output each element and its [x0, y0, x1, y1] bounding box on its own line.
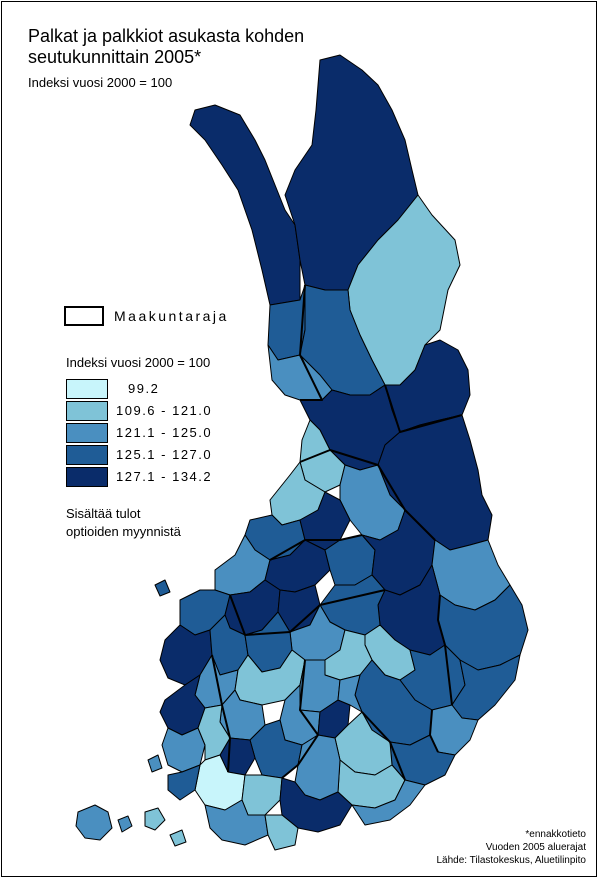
legend-label: 109.6 - 121.0: [116, 403, 213, 418]
region-coastal-isle-2: [154, 579, 171, 597]
region-raahe: [299, 419, 346, 493]
legend-swatch: [66, 423, 108, 443]
legend-swatch: [66, 467, 108, 487]
legend-swatch: [66, 379, 108, 399]
region-vakka-suomi: [167, 764, 201, 801]
region-enontekio: [189, 104, 301, 306]
note-line-1: Sisältää tulot: [66, 506, 141, 521]
region-aland: [75, 804, 113, 841]
options-note: Sisältää tulot optioiden myynnistä: [66, 505, 181, 541]
note-line-2: optioiden myynnistä: [66, 524, 181, 539]
footer-source: Lähde: Tilastokeskus, Aluetilinpito: [436, 855, 586, 866]
source-footer: *ennakkotieto Vuoden 2005 aluerajat Lähd…: [436, 828, 586, 867]
legend-label: 99.2: [128, 381, 160, 396]
legend-label: 121.1 - 125.0: [116, 425, 213, 440]
region-kotka: [351, 779, 426, 826]
title-line-1: Palkat ja palkkiot asukasta kohden: [28, 26, 305, 46]
legend-label: 127.1 - 134.2: [116, 469, 213, 484]
region-turku-archipelago: [144, 807, 166, 831]
legend-swatch: [66, 401, 108, 421]
region-archipelago-isle: [169, 829, 187, 847]
map-title: Palkat ja palkkiot asukasta kohden seutu…: [28, 26, 304, 68]
legend-title: Indeksi vuosi 2000 = 100: [66, 355, 211, 370]
region-aland-isle: [117, 815, 133, 833]
map-subtitle: Indeksi vuosi 2000 = 100: [28, 75, 173, 90]
province-boundaries: [211, 284, 463, 781]
legend-label: 125.1 - 127.0: [116, 447, 213, 462]
footer-preliminary: *ennakkotieto: [525, 829, 586, 840]
footer-boundaries: Vuoden 2005 aluerajat: [485, 842, 586, 853]
boundary-label: Maakuntaraja: [114, 308, 229, 324]
region-salo: [241, 774, 283, 816]
region-helsinki: [279, 777, 353, 833]
title-line-2: seutukunnittain 2005*: [28, 47, 202, 67]
boundary-swatch: [64, 306, 104, 326]
legend-swatch: [66, 445, 108, 465]
region-coastal-isle-1: [147, 754, 163, 773]
region-lohja: [264, 814, 299, 851]
